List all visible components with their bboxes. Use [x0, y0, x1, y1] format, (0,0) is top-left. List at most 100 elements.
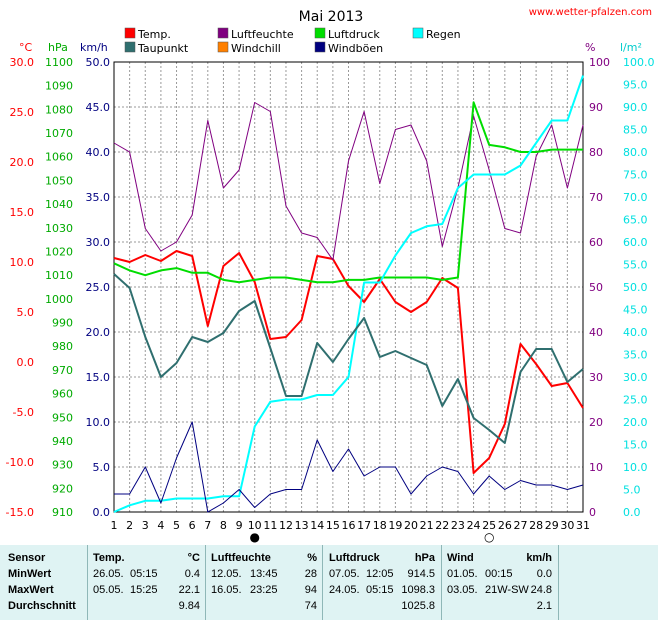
x-tick-label: 29	[545, 519, 559, 532]
y-tick-label-pressure: 910	[52, 506, 73, 519]
y-tick-label-temp: 25.0	[10, 106, 35, 119]
header-temp-unit: °C	[187, 552, 200, 564]
x-tick-label: 17	[357, 519, 371, 532]
y-tick-label-rain: 50.0	[623, 281, 648, 294]
y-tick-label-humidity: 40	[589, 326, 603, 339]
wind-time: 21W-SW	[485, 584, 529, 596]
y-tick-label-temp: 15.0	[10, 206, 35, 219]
unit-pressure: hPa	[48, 41, 68, 54]
divider	[322, 545, 323, 620]
wind-value: 2.1	[536, 600, 552, 612]
y-tick-label-rain: 0.0	[623, 506, 641, 519]
weather-chart: Mai 2013 www.wetter-pfalzen.com °C hPa k…	[6, 7, 655, 544]
y-tick-label-wind: 0.0	[93, 506, 111, 519]
y-tick-label-rain: 20.0	[623, 416, 648, 429]
series-line-temp-	[113, 250, 584, 474]
temp-date: 26.05.	[93, 568, 124, 580]
y-tick-label-pressure: 1080	[45, 103, 73, 116]
y-tick-label-rain: 95.0	[623, 79, 648, 92]
wind-value: 24.8	[530, 584, 552, 596]
x-tick-label: 27	[513, 519, 527, 532]
series-line-luftfeuchte	[113, 102, 584, 261]
y-tick-label-wind: 50.0	[86, 56, 111, 69]
y-tick-label-humidity: 70	[589, 191, 603, 204]
moon-phase-marker: ●	[249, 530, 259, 544]
x-tick-label: 13	[295, 519, 309, 532]
y-tick-label-temp: -5.0	[13, 406, 34, 419]
chart-title: Mai 2013	[299, 9, 364, 25]
press-date: 24.05.	[329, 584, 360, 596]
wind-date: 03.05.	[447, 584, 478, 596]
y-tick-label-rain: 100.0	[623, 56, 655, 69]
legend-label: Temp.	[137, 28, 171, 41]
y-tick-label-humidity: 0	[589, 506, 596, 519]
series-line-taupunkt	[113, 273, 584, 444]
x-tick-label: 15	[326, 519, 340, 532]
header-wind-unit: km/h	[526, 552, 552, 564]
press-time: 12:05	[366, 568, 394, 580]
legend-label: Luftfeuchte	[231, 28, 294, 41]
x-tick-label: 5	[173, 519, 180, 532]
legend-swatch	[217, 41, 229, 53]
x-tick-label: 21	[420, 519, 434, 532]
x-tick-label: 2	[126, 519, 133, 532]
y-tick-label-rain: 5.0	[623, 484, 641, 497]
x-tick-label: 10	[248, 519, 262, 532]
y-tick-label-humidity: 100	[589, 56, 610, 69]
y-tick-label-pressure: 1100	[45, 56, 73, 69]
y-tick-label-pressure: 1020	[45, 245, 73, 258]
press-value: 1025.8	[401, 600, 435, 612]
y-tick-label-pressure: 1000	[45, 293, 73, 306]
header-sensor: Sensor	[8, 552, 46, 564]
y-tick-label-pressure: 990	[52, 317, 73, 330]
press-date: 07.05.	[329, 568, 360, 580]
legend-label: Taupunkt	[137, 42, 189, 55]
hum-value: 74	[304, 600, 317, 612]
hum-time: 13:45	[250, 568, 278, 580]
x-tick-label: 16	[342, 519, 356, 532]
y-tick-label-rain: 85.0	[623, 124, 648, 137]
unit-humidity: %	[585, 41, 595, 54]
header-humidity-unit: %	[307, 552, 317, 564]
site-watermark[interactable]: www.wetter-pfalzen.com	[529, 7, 652, 18]
x-tick-label: 14	[310, 519, 324, 532]
y-tick-label-rain: 55.0	[623, 259, 648, 272]
moon-phase-marker: ○	[484, 530, 494, 544]
x-tick-label: 18	[373, 519, 387, 532]
x-tick-label: 20	[404, 519, 418, 532]
y-tick-label-wind: 25.0	[86, 281, 111, 294]
header-pressure: Luftdruck	[329, 552, 380, 564]
x-tick-label: 24	[467, 519, 481, 532]
divider	[87, 545, 88, 620]
temp-time: 05:15	[130, 568, 158, 580]
y-tick-label-rain: 45.0	[623, 304, 648, 317]
x-tick-label: 26	[498, 519, 512, 532]
x-tick-label: 28	[529, 519, 543, 532]
x-tick-label: 7	[204, 519, 211, 532]
stats-row-max: MaxWert 05.05. 15:25 22.1 16.05. 23:25 9…	[0, 583, 658, 599]
y-tick-label-pressure: 970	[52, 364, 73, 377]
hum-time: 23:25	[250, 584, 278, 596]
x-tick-label: 19	[388, 519, 402, 532]
wind-date: 01.05.	[447, 568, 478, 580]
legend-label: Windchill	[231, 42, 281, 55]
temp-time: 15:25	[130, 584, 158, 596]
temp-value: 22.1	[178, 584, 200, 596]
legend-swatch	[124, 41, 136, 53]
series-line-windb-en	[114, 421, 584, 513]
plot-area: -15.0-10.0-5.00.05.010.015.020.025.030.0…	[6, 56, 655, 544]
x-tick-label: 1	[111, 519, 118, 532]
header-pressure-unit: hPa	[414, 552, 435, 564]
temp-value: 0.4	[184, 568, 200, 580]
series-line-regen	[113, 75, 584, 513]
y-tick-label-pressure: 940	[52, 435, 73, 448]
x-tick-label: 11	[263, 519, 277, 532]
legend-swatch	[314, 41, 326, 53]
stats-row-avg: Durchschnitt 9.84 74 1025.8 2.1	[0, 599, 658, 615]
wind-value: 0.0	[536, 568, 552, 580]
y-tick-label-temp: 5.0	[17, 306, 35, 319]
hum-value: 28	[304, 568, 317, 580]
divider	[205, 545, 206, 620]
y-tick-label-pressure: 1030	[45, 222, 73, 235]
x-tick-label: 30	[560, 519, 574, 532]
